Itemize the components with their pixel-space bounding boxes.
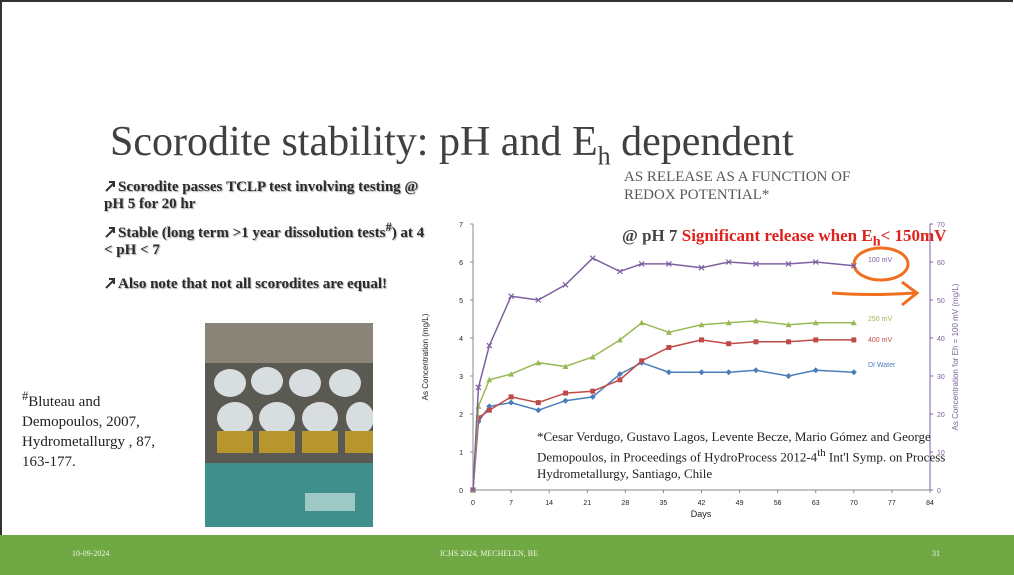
data-point [753, 367, 759, 373]
data-point [563, 282, 568, 287]
y2-tick-label: 30 [937, 374, 945, 381]
x-tick-label: 28 [621, 500, 629, 507]
data-point [851, 369, 857, 375]
x-tick-label: 35 [660, 500, 668, 507]
y2-tick-label: 50 [937, 298, 945, 305]
x-tick-label: 49 [736, 500, 744, 507]
data-point [699, 369, 705, 375]
x-tick-label: 7 [509, 500, 513, 507]
x-tick-label: 21 [583, 500, 591, 507]
y-axis-label: As Concentration (mg/L) [421, 313, 430, 400]
source-note: *Cesar Verdugo, Gustavo Lagos, Levente B… [537, 428, 947, 482]
chart-title: AS RELEASE AS A FUNCTION OF REDOX POTENT… [624, 168, 854, 204]
y2-tick-label: 40 [937, 336, 945, 343]
y-tick-label: 0 [459, 488, 463, 495]
y-tick-label: 3 [459, 374, 463, 381]
annotation-text: < 150mV [881, 226, 947, 245]
y2-tick-label: 0 [937, 488, 941, 495]
data-point [813, 337, 818, 342]
data-point [851, 337, 856, 342]
footer: 10-09-2024 ICHS 2024, MECHELEN, BE 31 [0, 535, 1014, 575]
data-point [666, 345, 671, 350]
y2-tick-label: 60 [937, 260, 945, 267]
annotation-text: @ pH 7 [622, 226, 682, 245]
source-sup: th [817, 447, 825, 459]
data-point [562, 398, 568, 404]
x-tick-label: 77 [888, 500, 896, 507]
y-tick-label: 4 [459, 336, 463, 343]
data-point [508, 400, 514, 406]
x-tick-label: 70 [850, 500, 858, 507]
data-point [699, 337, 704, 342]
x-tick-label: 0 [471, 500, 475, 507]
y2-tick-label: 20 [937, 412, 945, 419]
series-label: 100 mV [868, 257, 892, 264]
annotation: @ pH 7 Significant release when Eh< 150m… [622, 226, 946, 250]
series-label: DI Water [868, 362, 896, 369]
x-tick-label: 14 [545, 500, 553, 507]
data-point [786, 373, 792, 379]
data-point [475, 403, 481, 409]
x-tick-label: 42 [698, 500, 706, 507]
data-point [813, 367, 819, 373]
series-label: 250 mV [868, 316, 892, 323]
footer-date: 10-09-2024 [72, 549, 109, 558]
x-axis-label: Days [691, 509, 712, 519]
x-tick-label: 56 [774, 500, 782, 507]
data-point [639, 320, 645, 326]
footer-center: ICHS 2024, MECHELEN, BE [440, 549, 538, 558]
data-point [509, 394, 514, 399]
data-point [535, 407, 541, 413]
x-tick-label: 84 [926, 500, 934, 507]
y-tick-label: 7 [459, 222, 463, 229]
annotation-text: Significant release when E [682, 226, 873, 245]
annotation-sub: h [873, 233, 881, 249]
y-tick-label: 2 [459, 412, 463, 419]
data-point [666, 369, 672, 375]
y-tick-label: 6 [459, 260, 463, 267]
data-point [753, 339, 758, 344]
data-point [536, 400, 541, 405]
y-tick-label: 1 [459, 450, 463, 457]
footer-page: 31 [932, 549, 940, 558]
data-point [487, 408, 492, 413]
x-tick-label: 63 [812, 500, 820, 507]
data-point [726, 369, 732, 375]
data-point [590, 256, 595, 261]
data-point [563, 391, 568, 396]
data-point [786, 339, 791, 344]
data-point [726, 341, 731, 346]
series-label: 400 mV [868, 337, 892, 344]
highlight-arrow [832, 282, 917, 305]
data-point [639, 358, 644, 363]
y2-axis-label: As Concentration for Eh = 100 mV (mg/L) [951, 283, 960, 430]
data-point [590, 389, 595, 394]
y-tick-label: 5 [459, 298, 463, 305]
chart: Days As Concentration (mg/L) As Concentr… [0, 0, 1014, 575]
slide: {"title":{"main":"Scorodite stability: p… [0, 0, 1014, 575]
highlight-circle [854, 248, 908, 280]
data-point [617, 377, 622, 382]
